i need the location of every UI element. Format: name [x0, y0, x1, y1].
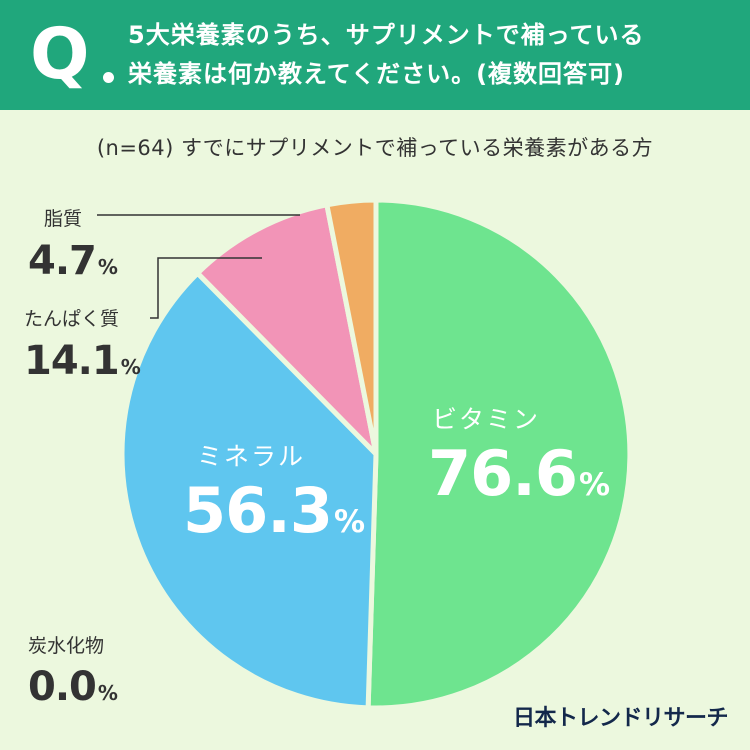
mineral-value: 56.3% [183, 474, 365, 547]
vitamin-value: 76.6% [428, 437, 610, 510]
fat-label: 脂質 [44, 208, 83, 230]
question-line-1: 5大栄養素のうち、サプリメントで補っている [128, 21, 645, 49]
pie-slice-0 [365, 197, 633, 711]
carbohydrate-label: 炭水化物 [28, 635, 105, 657]
question-mark-letter: Q [30, 13, 90, 95]
question-header: Q 5大栄養素のうち、サプリメントで補っている 栄養素は何か教えてください。(複… [0, 0, 750, 110]
question-text: 5大栄養素のうち、サプリメントで補っている 栄養素は何か教えてください。(複数回… [128, 16, 738, 94]
pie-slice-1 [119, 270, 379, 711]
fat-value: 4.7% [28, 238, 118, 284]
question-line-2: 栄養素は何か教えてください。(複数回答可) [128, 60, 626, 88]
carbohydrate-value: 0.0% [28, 664, 118, 710]
mineral-label: ミネラル [197, 442, 306, 471]
pie-slice-4 [324, 197, 379, 457]
chart-subtitle: (n=64) すでにサプリメントで補っている栄養素がある方 [96, 136, 654, 160]
source-credit: 日本トレンドリサーチ [512, 706, 729, 731]
protein-leader-line [150, 257, 262, 319]
question-dot [103, 72, 114, 83]
pie-slice-3 [195, 202, 379, 457]
vitamin-label: ビタミン [432, 405, 541, 434]
protein-value: 14.1% [24, 338, 141, 384]
protein-label: たんぱく質 [24, 308, 120, 330]
